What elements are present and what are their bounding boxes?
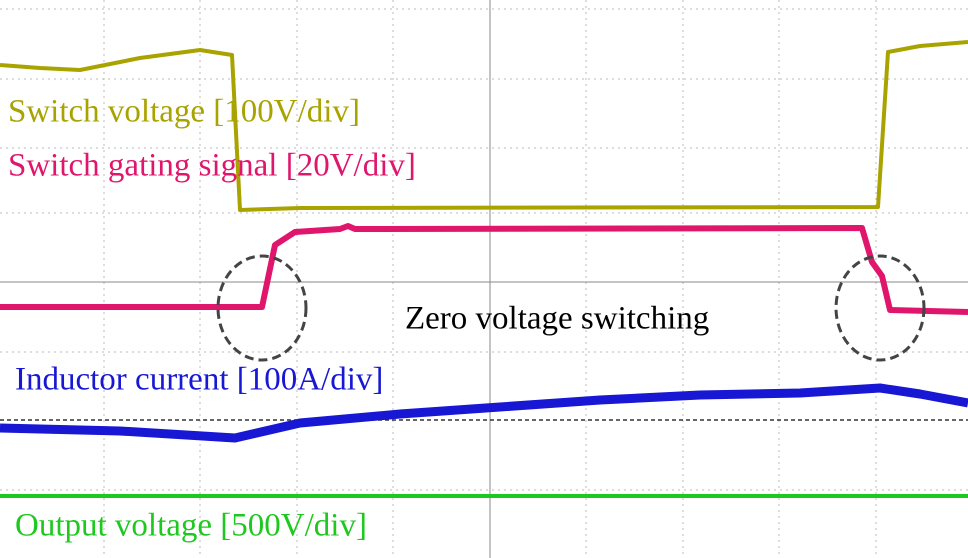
trace-label: Switch gating signal [20V/div] bbox=[8, 148, 416, 184]
scope-screen: Switch voltage [100V/div] Switch gating … bbox=[0, 0, 968, 558]
background bbox=[0, 0, 968, 558]
annotation: Zero voltage switching bbox=[405, 301, 709, 337]
trace-label: Output voltage [500V/div] bbox=[15, 508, 367, 544]
trace-label: Switch voltage [100V/div] bbox=[8, 94, 360, 130]
trace-label: Inductor current [100A/div] bbox=[15, 362, 383, 398]
